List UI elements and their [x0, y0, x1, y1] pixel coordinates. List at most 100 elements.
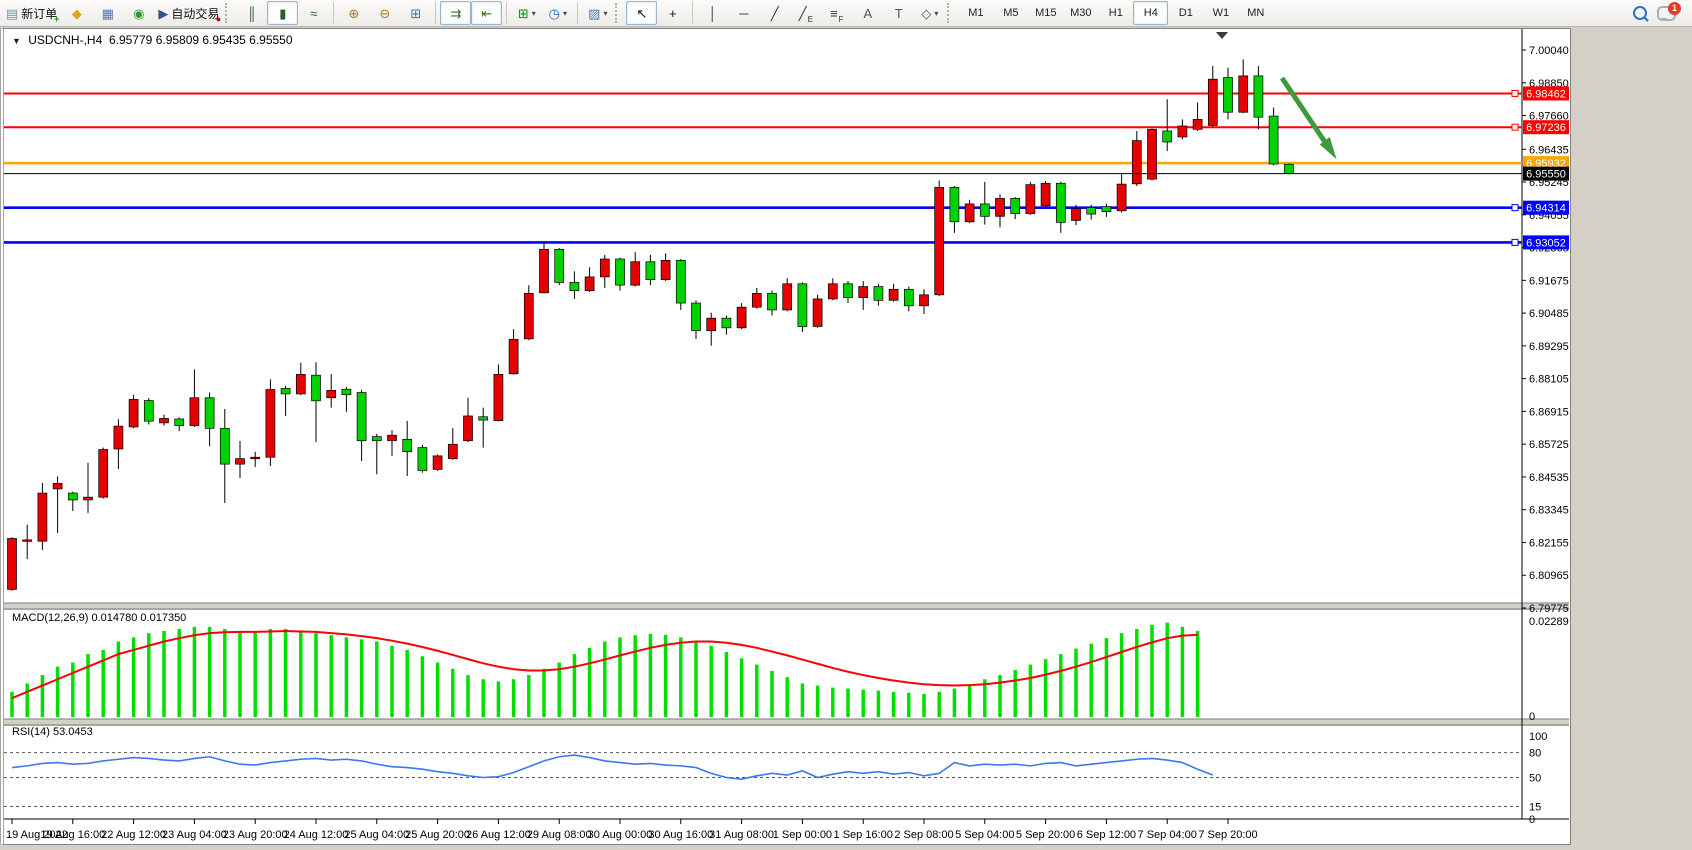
candle-body — [812, 298, 823, 327]
chevron-down-icon[interactable]: ▾ — [603, 8, 608, 18]
chart-shift-icon: ⇤ — [481, 5, 493, 21]
tile-windows-button[interactable]: ⊞ — [400, 1, 431, 25]
price-tick-label: 6.86915 — [1529, 406, 1569, 418]
candle-body — [463, 415, 473, 442]
indicators-icon: ⊞ — [517, 5, 529, 21]
auto-scroll-button[interactable]: ⇉ — [440, 1, 472, 25]
timeframe-m30[interactable]: M30 — [1070, 7, 1092, 19]
text-button[interactable]: A — [852, 1, 883, 25]
market-watch-button[interactable]: ◆ — [61, 1, 92, 25]
candle-body — [554, 249, 565, 283]
signals-button[interactable]: ◉ — [123, 1, 154, 25]
date-tick-label: 19 Aug 2022 — [6, 829, 68, 841]
icon-subscript: F — [838, 15, 844, 24]
horizontal-line-button[interactable]: ─ — [728, 1, 759, 25]
line-chart-button[interactable]: ≈ — [298, 1, 329, 25]
candle-body — [1238, 75, 1249, 113]
chart-shift-marker[interactable] — [1216, 32, 1228, 39]
rsi-axis-label: 50 — [1529, 773, 1541, 785]
toolbar-separator — [333, 2, 335, 24]
candle-body — [615, 258, 625, 286]
icon-subscript: E — [807, 15, 813, 24]
candle-body — [1207, 78, 1218, 126]
timeframe-h1[interactable]: H1 — [1108, 7, 1123, 19]
candle-body — [767, 293, 777, 311]
timeframe-m15[interactable]: M15 — [1035, 7, 1057, 19]
autotrading-button[interactable]: ▶ ● 自动交易 — [154, 1, 223, 25]
periods-button[interactable]: ◷ ▾ — [542, 1, 573, 25]
line-chart-icon: ≈ — [310, 5, 318, 21]
date-tick-label: 26 Aug 12:00 — [466, 829, 531, 841]
candle-body — [235, 458, 245, 465]
candlestick-chart-button[interactable]: ▮ — [267, 1, 299, 25]
price-tick-label: 6.90485 — [1529, 308, 1569, 320]
data-window-button[interactable]: ▦ — [92, 1, 123, 25]
chevron-down-icon[interactable]: ▾ — [562, 8, 567, 18]
crosshair-button[interactable]: + — [657, 1, 688, 25]
candle-body — [447, 443, 458, 459]
candle-body — [1268, 115, 1279, 165]
text-label-button[interactable]: T — [883, 1, 914, 25]
candle-body — [7, 538, 17, 590]
toolbar-separator — [692, 2, 694, 24]
timeframe-m5[interactable]: M5 — [1003, 7, 1019, 19]
cursor-button[interactable]: ↖ — [626, 1, 658, 25]
zoom-out-button[interactable]: ⊖ — [369, 1, 400, 25]
timeframe-w1[interactable]: W1 — [1212, 7, 1230, 19]
chart-canvas[interactable]: 7.000406.988506.976606.964356.952456.940… — [4, 29, 1575, 842]
trendline-button[interactable]: ╱ — [759, 1, 790, 25]
price-tick-label: 6.85725 — [1529, 439, 1569, 451]
fibonacci-button[interactable]: ≡ F — [821, 1, 852, 25]
new-order-button[interactable]: ▤ + 新订单 — [2, 1, 61, 25]
date-tick-label: 22 Aug 12:00 — [101, 829, 166, 841]
candle-body — [1223, 77, 1233, 113]
toolbar-separator — [615, 3, 622, 23]
arrow-object[interactable] — [1279, 76, 1334, 153]
date-tick-label: 24 Aug 12:00 — [284, 829, 349, 841]
timeframe-d1[interactable]: D1 — [1178, 7, 1193, 19]
line-anchor-marker[interactable] — [1511, 89, 1519, 97]
chart-shift-button[interactable]: ⇤ — [471, 1, 503, 25]
candle-body — [1116, 183, 1127, 212]
date-tick-label: 31 Aug 08:00 — [709, 829, 774, 841]
date-tick-label: 5 Sep 04:00 — [955, 829, 1014, 841]
candle-body — [83, 496, 93, 501]
indicators-button[interactable]: ⊞ ▾ — [511, 1, 542, 25]
collapse-panel-icon[interactable]: ▼ — [12, 36, 21, 46]
timeframe-h4[interactable]: H4 — [1133, 1, 1169, 25]
text-label-icon: T — [894, 5, 903, 21]
line-anchor-marker[interactable] — [1511, 123, 1519, 131]
icon-badge: ● — [215, 14, 222, 24]
timeframe-mn[interactable]: MN — [1247, 7, 1265, 19]
candle-body — [52, 483, 63, 490]
line-anchor-marker[interactable] — [1511, 204, 1519, 212]
vertical-line-button[interactable]: │ — [697, 1, 728, 25]
bar-chart-button[interactable]: ║ — [236, 1, 267, 25]
candle-body — [128, 399, 139, 428]
zoom-in-button[interactable]: ⊕ — [338, 1, 369, 25]
toolbar-separator — [577, 2, 579, 24]
candle-body — [311, 374, 321, 402]
chevron-down-icon[interactable]: ▾ — [531, 8, 536, 18]
timeframe-m1[interactable]: M1 — [968, 7, 984, 19]
price-tick-label: 6.83345 — [1529, 505, 1569, 517]
candle-body — [37, 492, 48, 542]
chevron-down-icon[interactable]: ▾ — [934, 8, 939, 18]
price-tick-label: 6.80965 — [1529, 570, 1569, 582]
candle-body — [736, 306, 747, 329]
arrows-icon: ◇ — [921, 5, 932, 21]
panel-splitter[interactable] — [4, 719, 1569, 726]
candle-body — [949, 187, 960, 223]
templates-button[interactable]: ▨ ▾ — [582, 1, 613, 25]
zoom-in-icon: ⊕ — [348, 5, 360, 21]
notifications-button[interactable]: 1 — [1657, 1, 1681, 21]
arrows-button[interactable]: ◇ ▾ — [914, 1, 945, 25]
price-line-badge-label: 6.98462 — [1526, 88, 1566, 100]
search-button[interactable] — [1633, 6, 1647, 20]
rsi-axis-label: 15 — [1529, 802, 1541, 814]
line-anchor-marker[interactable] — [1511, 238, 1519, 246]
panel-splitter[interactable] — [4, 603, 1569, 610]
equidistant-channel-button[interactable]: ╱ E — [790, 1, 821, 25]
candle-body — [1253, 75, 1264, 118]
price-open: 6.95779 — [108, 33, 153, 47]
